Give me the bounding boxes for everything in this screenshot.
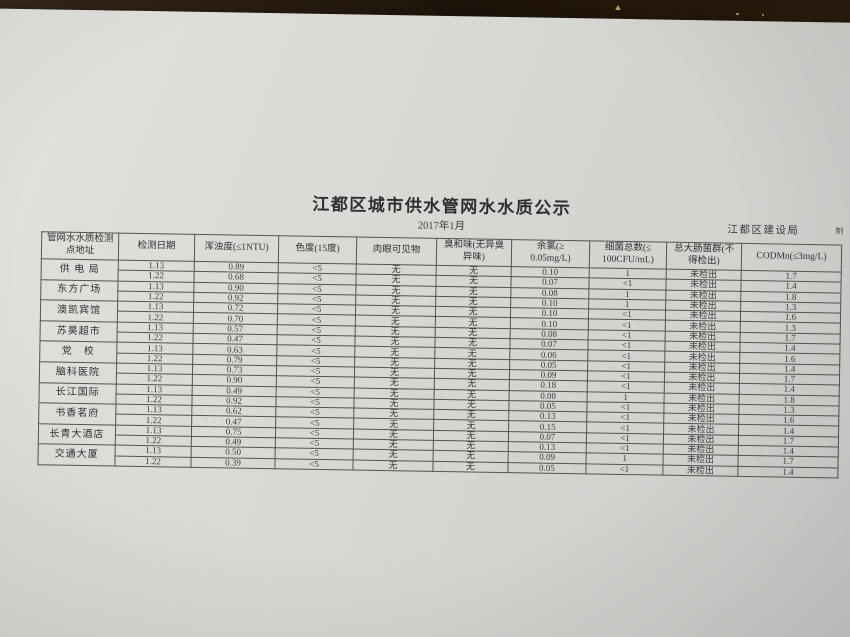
paper-sheet: 江都区城市供水管网水水质公示 2017年1月 江都区建设局 制 管网水水质检测 … [0,8,850,637]
cell-turbidity: 0.39 [190,456,276,469]
table-body: 供 电 局 1.13 0.89 <5 无无 0.10 1 未检出 1.7 1.22 0.68 <5 无无… [37,258,842,478]
desk-speck [762,14,764,16]
cell-location: 长江国际 [38,382,117,405]
water-quality-table: 管网水水质检测 点地址 检测日期 浑浊度(≤1NTU) 色度(15度) 肉眼可见物 臭和味… [37,231,842,478]
column-header: 余氯(≥ 0.05mg/L) [511,239,590,268]
cell-location: 澳凯宾馆 [40,299,118,322]
cell-odor: 无 [432,460,509,473]
issuer-suffix: 制 [835,226,844,236]
issuer-label: 江都区建设局 [727,224,800,237]
cell-codmn: 1.4 [737,466,838,478]
column-header: 色度(15度) [278,235,357,265]
cell-chroma: <5 [274,458,354,470]
cell-coliform: 未检出 [662,464,739,477]
cell-location: 苏昊超市 [39,320,118,343]
desk-speck [615,5,621,10]
cell-location: 脑科医院 [39,361,117,384]
cell-visible: 无 [352,459,434,472]
cell-location: 书香茗府 [38,402,116,425]
column-header: 细菌总数(≤ 100CFU/mL) [589,240,667,270]
cell-date: 1.22 [114,455,192,468]
column-header: 臭和味(无异臭 异味) [436,238,512,267]
column-header: 总大肠菌群(不 得检出) [666,242,742,271]
cell-location: 供 电 局 [41,258,119,281]
cell-location: 党 校 [39,341,117,364]
column-header: 管网水水质检测 点地址 [41,231,119,261]
column-header: 检测日期 [118,233,195,262]
cell-location: 交通大厦 [37,444,116,466]
cell-bacteria: <1 [585,463,664,476]
desk-speck [736,13,739,15]
cell-chlorine: 0.05 [507,462,587,474]
column-header: CODMn(≤3mg/L) [741,243,842,273]
column-header: 浑浊度(≤1NTU) [194,234,279,263]
document-body: 江都区城市供水管网水水质公示 2017年1月 江都区建设局 制 管网水水质检测 … [37,185,844,478]
cell-location: 东方广场 [40,279,119,302]
column-header: 肉眼可见物 [356,237,437,266]
cell-location: 长青大酒店 [38,423,116,446]
